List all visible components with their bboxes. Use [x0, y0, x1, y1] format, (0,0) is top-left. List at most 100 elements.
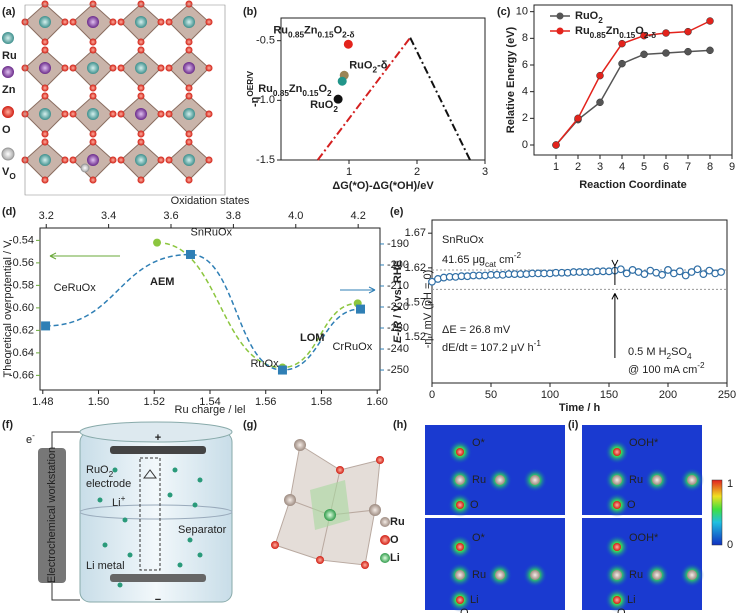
ru-atom	[87, 62, 99, 74]
x-tick-label: 8	[707, 161, 713, 173]
x-tick-label: 1.54	[199, 396, 220, 408]
li-ion	[167, 492, 173, 498]
legend-label-part: Zn	[2, 84, 16, 96]
o-atom	[89, 38, 97, 46]
o-atom	[137, 92, 145, 100]
point	[640, 31, 648, 40]
atom-label: Ru	[472, 474, 486, 486]
x-tick-label: 4	[619, 161, 625, 173]
annotation-part: -2	[514, 251, 522, 260]
annotation-part: 0.5 M H	[628, 346, 667, 358]
x-tick-label: 250	[718, 389, 736, 401]
colorbar-label: 1	[727, 478, 733, 490]
y-tick-label: -0.58	[9, 279, 34, 291]
label-part: e	[26, 434, 32, 446]
y-axis-label: Theoretical overpotential / V	[2, 240, 14, 378]
o-atom	[69, 18, 77, 26]
o-atom	[185, 138, 193, 146]
atom	[495, 570, 505, 580]
x-tick-label: 7	[685, 161, 691, 173]
annotation-part: SnRuOx	[442, 234, 484, 246]
atom	[613, 448, 621, 456]
x-tick-label: 1	[553, 161, 559, 173]
atom-label: O	[627, 499, 636, 511]
panel-label: (i)	[568, 419, 579, 431]
atom-label: Ru	[629, 569, 643, 581]
annotation: SnRuOx	[442, 234, 484, 246]
x-tick-label: 1.60	[367, 396, 388, 408]
ru-atom	[135, 16, 147, 28]
point-label-part: 0.85	[288, 30, 304, 39]
point-label-part: RuO	[349, 59, 373, 71]
atom	[652, 475, 662, 485]
annotation: AEM	[150, 276, 174, 288]
label: −	[155, 594, 161, 606]
point	[277, 365, 287, 375]
atom-label: O*	[472, 437, 486, 449]
legend-marker	[556, 12, 564, 20]
point-label-part: 2	[372, 65, 377, 74]
x-tick-label: 50	[485, 389, 497, 401]
o-atom	[89, 138, 97, 146]
li-ion	[122, 517, 128, 523]
point-label-part: 2	[327, 89, 332, 98]
o-atom	[117, 64, 125, 72]
o-atom	[41, 38, 49, 46]
o-atom	[69, 110, 77, 118]
o-atom	[61, 18, 69, 26]
legend-label: O	[2, 124, 11, 136]
x-tick-label: 3.4	[101, 210, 116, 222]
o-atom	[157, 64, 165, 72]
legend-label: Li	[390, 552, 400, 564]
legend-label: Ru	[2, 50, 17, 62]
o-atom	[185, 38, 193, 46]
o-atom	[137, 176, 145, 184]
atom	[324, 509, 336, 521]
series-curve	[157, 241, 358, 369]
x-axis-label: Ru charge / lel	[175, 404, 246, 416]
point-label: Ru0.85Zn0.15O2	[258, 83, 332, 98]
point-label-part: Ru	[273, 24, 288, 36]
li-ion	[172, 467, 178, 473]
x-tick-label: 9	[729, 161, 735, 173]
o-atom	[137, 38, 145, 46]
atom	[369, 504, 381, 516]
point	[684, 47, 692, 56]
point	[185, 249, 195, 259]
point	[574, 114, 582, 123]
legend-marker	[380, 535, 390, 545]
point	[706, 17, 714, 25]
atom-label: Li	[627, 594, 636, 606]
ru-atom	[183, 16, 195, 28]
y-tick-label: 6	[522, 59, 528, 71]
o-atom	[109, 156, 117, 164]
point	[706, 46, 714, 55]
x-tick-label: 3.8	[226, 210, 241, 222]
point-label: CrRuOx	[332, 341, 372, 353]
polyhedra	[274, 444, 381, 566]
o-atom	[41, 46, 49, 54]
point	[640, 50, 648, 59]
point-label-part: Zn	[289, 83, 303, 95]
li-ion	[192, 502, 198, 508]
o-atom	[69, 156, 77, 164]
panel-label: (e)	[390, 206, 404, 218]
point	[658, 270, 666, 279]
annotation-part: cat	[485, 260, 497, 269]
volcano-line	[316, 37, 411, 161]
legend-label-part: 2-δ	[644, 31, 656, 40]
atom	[294, 439, 306, 451]
annotation-part: 41.65 μg	[442, 254, 485, 266]
annotation-part: dE/dt = 107.2 μV h	[442, 342, 534, 354]
x-tick-label: 0	[429, 389, 435, 401]
colorbar-label: 0	[727, 539, 733, 551]
li-ion	[102, 542, 108, 548]
atom	[316, 556, 324, 564]
atom-label: OOH*	[629, 437, 659, 449]
ru-atom	[39, 16, 51, 28]
atom	[495, 475, 505, 485]
label: electrode	[86, 478, 131, 490]
y-axis-label-part: OER/V	[246, 70, 255, 96]
legend-label-part: V	[2, 166, 10, 178]
